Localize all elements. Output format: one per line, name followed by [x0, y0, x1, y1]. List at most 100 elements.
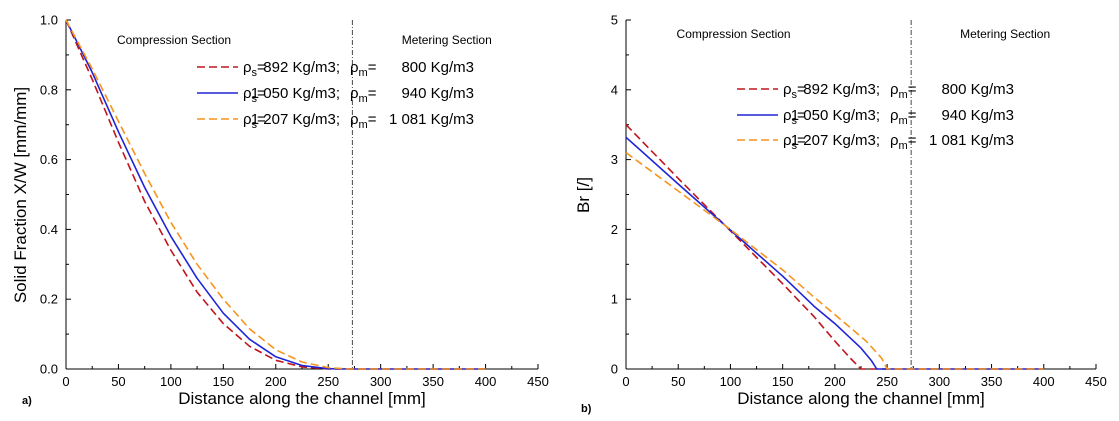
panel-label: a) [22, 395, 32, 407]
solid-density-value: 892 Kg/m3; [803, 81, 880, 98]
x-tick-label: 450 [527, 374, 549, 389]
metering-section-label: Metering Section [402, 33, 492, 47]
series-line-3 [65, 19, 486, 370]
equals-sign: = [797, 132, 806, 149]
equals-sign: = [797, 81, 806, 98]
rho-symbol: ρ [783, 81, 792, 98]
rho-symbol: ρ [243, 111, 252, 128]
y-tick-label: 0.2 [40, 292, 58, 307]
subscript-m: m [899, 115, 908, 127]
y-tick-label: 3 [611, 152, 618, 167]
legend-entry-1: ρs=892 Kg/m3; ρm= 800 Kg/m3 [783, 81, 1014, 101]
rho-symbol: ρ [243, 85, 252, 102]
x-tick-label: 350 [981, 374, 1003, 389]
x-tick-label: 50 [671, 374, 685, 389]
x-tick-label: 0 [62, 374, 69, 389]
x-tick-label: 250 [876, 374, 898, 389]
y-tick-label: 1.0 [40, 13, 58, 28]
series-line-1 [65, 19, 486, 370]
melt-density-value: 800 Kg/m3 [941, 81, 1014, 98]
equals-sign: = [368, 85, 377, 102]
y-tick-label: 1 [611, 292, 618, 307]
chart-panel-a: 0 50 100 150 200 250 300 350 400 450 0.0 0.2 0.4 0.6 0… [11, 13, 549, 409]
subscript-s: s [252, 119, 258, 131]
equals-sign: = [908, 107, 917, 124]
x-tick-label: 50 [111, 374, 125, 389]
y-tick-label: 5 [611, 13, 618, 28]
y-axis-title: Solid Fraction X/W [mm/mm] [11, 87, 30, 303]
solid-density-value: 1 050 Kg/m3; [791, 107, 880, 124]
x-axis-title: Distance along the channel [mm] [737, 389, 985, 408]
x-tick-label: 300 [928, 374, 950, 389]
x-tick-label: 150 [772, 374, 794, 389]
x-tick-label: 450 [1085, 374, 1107, 389]
rho-symbol: ρ [350, 59, 359, 76]
series-line-3 [625, 151, 1044, 370]
legend-entry-3: ρs=1 207 Kg/m3; ρm= 1 081 Kg/m3 [783, 132, 1014, 152]
equals-sign: = [908, 81, 917, 98]
subscript-s: s [792, 89, 798, 101]
rho-symbol: ρ [783, 132, 792, 149]
legend-entry-3: ρs=1 207 Kg/m3; ρm= 1 081 Kg/m3 [243, 111, 474, 131]
solid-density-value: 1 050 Kg/m3; [251, 85, 340, 102]
y-tick-label: 0.0 [40, 362, 58, 377]
y-tick-label: 0.4 [40, 222, 58, 237]
subscript-m: m [359, 119, 368, 131]
melt-density-value: 1 081 Kg/m3 [389, 111, 474, 128]
solid-density-value: 1 207 Kg/m3; [791, 132, 880, 149]
rho-symbol: ρ [890, 81, 899, 98]
x-tick-label: 350 [422, 374, 444, 389]
subscript-s: s [792, 140, 798, 152]
x-tick-label: 150 [212, 374, 234, 389]
x-tick-label: 200 [824, 374, 846, 389]
solid-density-value: 1 207 Kg/m3; [251, 111, 340, 128]
equals-sign: = [257, 85, 266, 102]
y-tick-label: 0.6 [40, 152, 58, 167]
rho-symbol: ρ [890, 132, 899, 149]
x-tick-label: 100 [160, 374, 182, 389]
y-tick-label: 0.8 [40, 82, 58, 97]
solid-density-value: 892 Kg/m3; [263, 59, 340, 76]
y-tick-label: 0 [611, 362, 618, 377]
equals-sign: = [257, 59, 266, 76]
subscript-s: s [252, 93, 258, 105]
chart-panel-b: 0 50 100 150 200 250 300 350 400 450 0 1 2 3 4 5 Distanc… [574, 13, 1107, 416]
x-tick-label: 100 [720, 374, 742, 389]
x-tick-label: 300 [370, 374, 392, 389]
melt-density-value: 1 081 Kg/m3 [929, 132, 1014, 149]
series-line-2 [625, 136, 1044, 370]
x-axis-title: Distance along the channel [mm] [178, 389, 426, 408]
equals-sign: = [908, 132, 917, 149]
rho-symbol: ρ [890, 107, 899, 124]
melt-density-value: 800 Kg/m3 [401, 59, 474, 76]
compression-section-label: Compression Section [677, 27, 791, 41]
rho-symbol: ρ [783, 107, 792, 124]
equals-sign: = [368, 111, 377, 128]
y-tick-label: 4 [611, 82, 618, 97]
rho-symbol: ρ [350, 111, 359, 128]
legend-entry-1: ρs=892 Kg/m3; ρm= 800 Kg/m3 [243, 59, 474, 79]
x-tick-label: 0 [622, 374, 629, 389]
y-tick-label: 2 [611, 222, 618, 237]
series-line-2 [65, 19, 486, 370]
equals-sign: = [257, 111, 266, 128]
melt-density-value: 940 Kg/m3 [401, 85, 474, 102]
compression-section-label: Compression Section [117, 33, 231, 47]
legend-entry-2: ρs=1 050 Kg/m3; ρm= 940 Kg/m3 [243, 85, 474, 105]
equals-sign: = [797, 107, 806, 124]
subscript-s: s [792, 115, 798, 127]
subscript-m: m [359, 67, 368, 79]
subscript-m: m [899, 140, 908, 152]
x-tick-label: 250 [317, 374, 339, 389]
metering-section-label: Metering Section [960, 27, 1050, 41]
subscript-m: m [899, 89, 908, 101]
panel-label: b) [581, 403, 592, 415]
x-tick-label: 400 [475, 374, 497, 389]
series-line-1 [625, 124, 1044, 370]
melt-density-value: 940 Kg/m3 [941, 107, 1014, 124]
equals-sign: = [368, 59, 377, 76]
x-tick-label: 200 [265, 374, 287, 389]
